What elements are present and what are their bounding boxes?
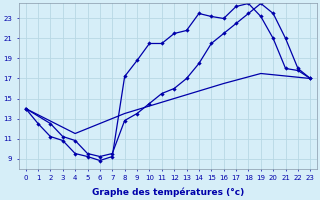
X-axis label: Graphe des températures (°c): Graphe des températures (°c): [92, 187, 244, 197]
